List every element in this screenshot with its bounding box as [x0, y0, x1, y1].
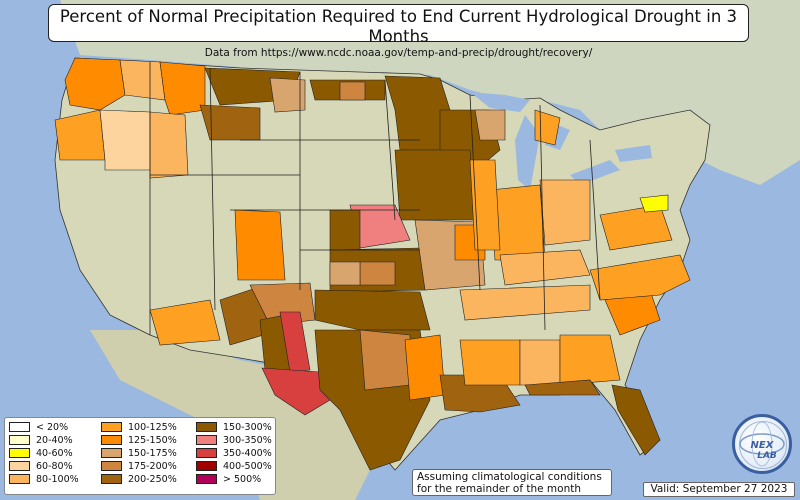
- region-tn: [459, 284, 591, 321]
- legend-label: < 20%: [36, 422, 69, 433]
- legend-item: 400-500%: [196, 460, 272, 473]
- region-wi-2: [474, 109, 506, 141]
- legend-item: < 20%: [9, 421, 79, 434]
- legend-swatch: [9, 473, 30, 484]
- nexlab-logo: NEX LAB: [732, 414, 792, 474]
- legend-swatch: [101, 447, 122, 458]
- legend-item: > 500%: [196, 473, 272, 486]
- legend-label: 20-40%: [36, 435, 73, 446]
- region-il: [469, 159, 501, 251]
- svg-text:NEX: NEX: [751, 440, 775, 451]
- state-borders: [149, 62, 601, 335]
- region-oh: [539, 179, 591, 246]
- region-mt-3: [199, 104, 261, 141]
- legend-item: 150-300%: [196, 421, 272, 434]
- legend-item: 125-150%: [101, 434, 177, 447]
- region-al: [519, 339, 561, 386]
- title-box: Percent of Normal Precipitation Required…: [48, 4, 749, 59]
- legend-label: 400-500%: [223, 461, 272, 472]
- data-source: Data from https://www.ncdc.noaa.gov/temp…: [204, 47, 593, 59]
- region-co: [234, 209, 286, 281]
- legend-swatch: [9, 460, 30, 471]
- region-pnw-2: [119, 59, 166, 101]
- legend-item: 150-175%: [101, 447, 177, 460]
- map-title: Percent of Normal Precipitation Required…: [59, 7, 738, 46]
- legend-swatch: [9, 447, 30, 458]
- legend-col-1: < 20% 20-40% 40-60% 60-80% 80-100%: [9, 421, 79, 486]
- region-tx-2: [359, 329, 411, 391]
- legend-item: 100-125%: [101, 421, 177, 434]
- legend-label: 150-175%: [128, 448, 177, 459]
- drought-regions: [54, 57, 691, 471]
- region-fl-panhandle: [524, 379, 601, 396]
- region-md-yellow: [639, 194, 669, 213]
- region-ks-3: [329, 261, 361, 286]
- valid-date: Valid: September 27 2023: [643, 482, 795, 497]
- region-fl: [611, 384, 661, 456]
- legend-col-3: 150-300% 300-350% 350-400% 400-500% > 50…: [196, 421, 272, 486]
- legend-label: 300-350%: [223, 435, 272, 446]
- region-az-1: [149, 299, 221, 346]
- legend-item: 40-60%: [9, 447, 79, 460]
- legend-swatch: [101, 421, 122, 432]
- region-nd-2: [339, 81, 366, 101]
- region-ky: [499, 249, 591, 286]
- great-lakes: [470, 92, 652, 190]
- legend-swatch: [196, 460, 217, 471]
- legend-label: 350-400%: [223, 448, 272, 459]
- legend-swatch: [101, 473, 122, 484]
- legend-label: 175-200%: [128, 461, 177, 472]
- region-ms: [459, 339, 521, 386]
- svg-text:LAB: LAB: [757, 451, 777, 461]
- legend-item: 175-200%: [101, 460, 177, 473]
- mexico-land: [90, 330, 370, 500]
- note-line-2: for the remainder of the month: [417, 483, 582, 495]
- region-ok: [314, 289, 431, 331]
- canada-land: [60, 0, 800, 185]
- legend-swatch: [101, 460, 122, 471]
- legend-item: 200-250%: [101, 473, 177, 486]
- region-nc: [589, 254, 691, 301]
- legend-label: 200-250%: [128, 474, 177, 485]
- legend-label: > 500%: [223, 474, 262, 485]
- region-tx-3: [404, 334, 446, 401]
- note-line-1: Assuming climatological conditions: [417, 471, 602, 483]
- region-nm-red: [279, 311, 311, 373]
- legend-swatch: [9, 421, 30, 432]
- legend-swatch: [196, 447, 217, 458]
- legend-swatch: [9, 434, 30, 445]
- region-mt-2: [269, 77, 306, 113]
- region-id-1: [149, 111, 189, 179]
- legend-item: 60-80%: [9, 460, 79, 473]
- legend-swatch: [196, 421, 217, 432]
- legend-label: 125-150%: [128, 435, 177, 446]
- region-ks-2: [359, 261, 396, 286]
- legend-item: 350-400%: [196, 447, 272, 460]
- legend-label: 40-60%: [36, 448, 73, 459]
- region-ga: [559, 334, 621, 386]
- region-mi: [534, 109, 561, 146]
- legend-swatch: [101, 434, 122, 445]
- region-pnw-3: [159, 61, 206, 116]
- legend-col-2: 100-125% 125-150% 150-175% 175-200% 200-…: [101, 421, 177, 486]
- region-ia: [394, 149, 476, 221]
- legend: < 20% 20-40% 40-60% 60-80% 80-100% 100-1…: [4, 417, 276, 495]
- legend-label: 60-80%: [36, 461, 73, 472]
- region-or-2: [99, 109, 151, 171]
- region-ne-2: [329, 209, 361, 251]
- region-va: [599, 204, 673, 251]
- legend-label: 150-300%: [223, 422, 272, 433]
- legend-swatch: [196, 473, 217, 484]
- assumption-note: Assuming climatological conditions for t…: [412, 469, 612, 496]
- legend-swatch: [196, 434, 217, 445]
- legend-label: 80-100%: [36, 474, 79, 485]
- legend-item: 80-100%: [9, 473, 79, 486]
- logo-mark: NEX LAB: [739, 421, 785, 467]
- legend-item: 300-350%: [196, 434, 272, 447]
- legend-item: 20-40%: [9, 434, 79, 447]
- region-tx-red: [261, 367, 331, 416]
- legend-label: 100-125%: [128, 422, 177, 433]
